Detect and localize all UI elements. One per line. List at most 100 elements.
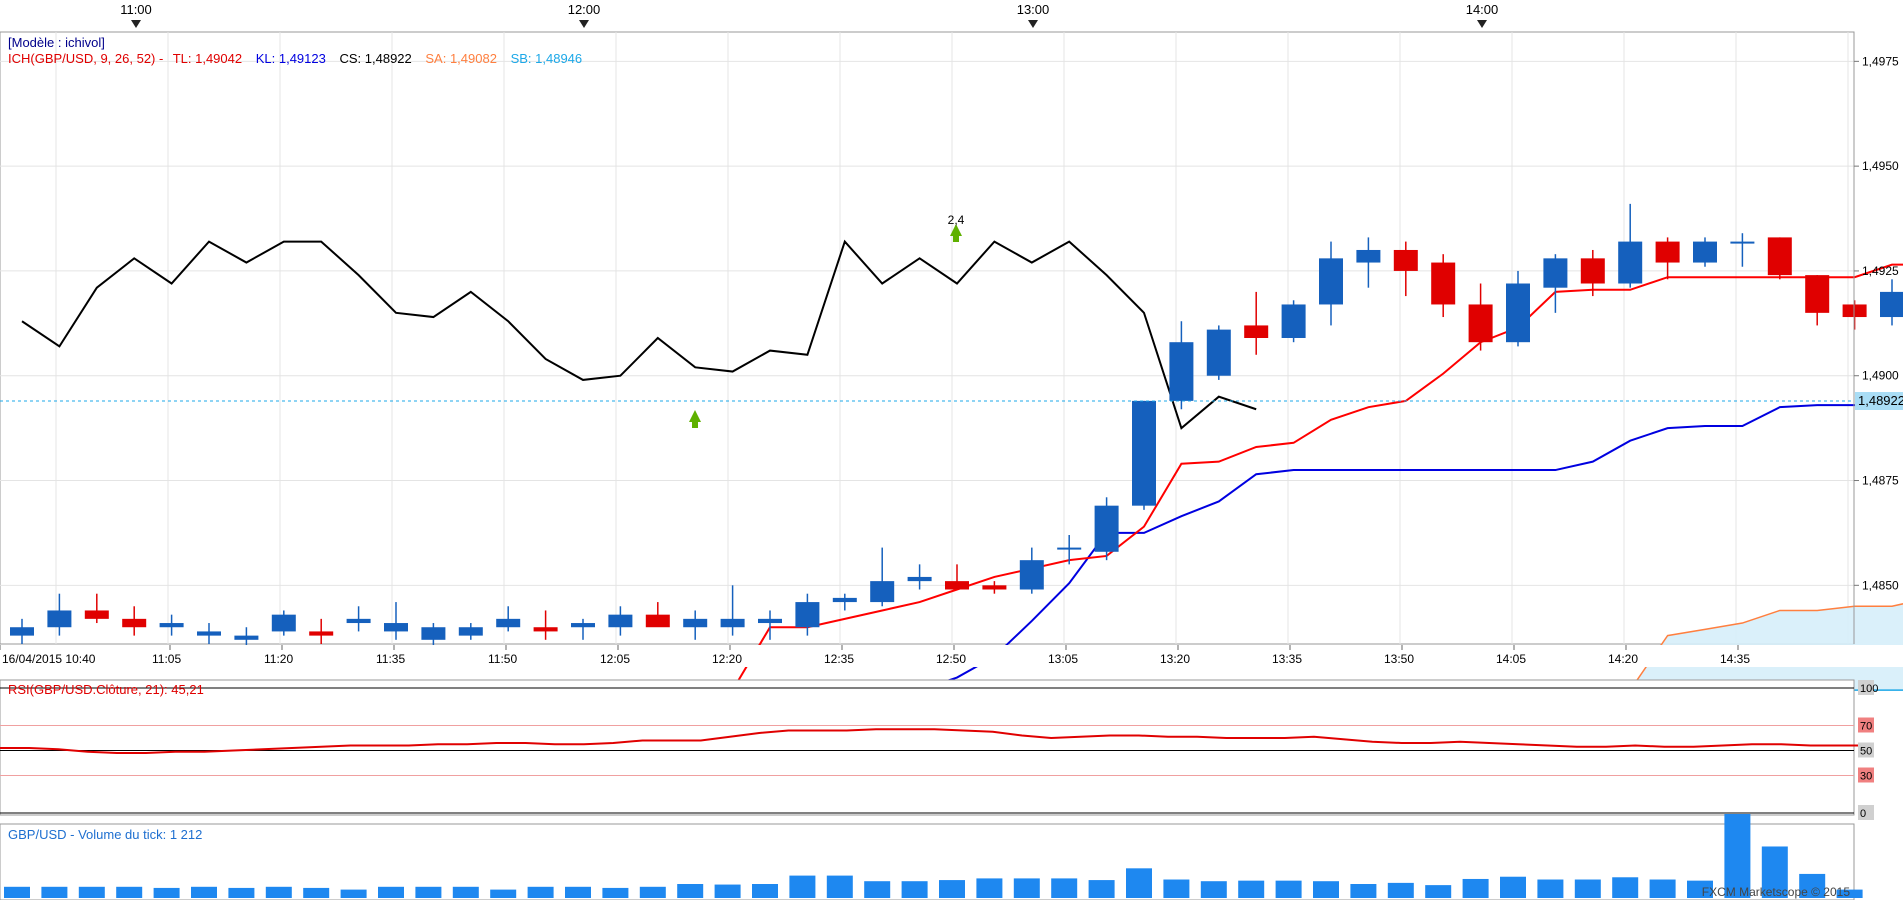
price-axis[interactable]: 1,4975 1,4950 1,4925 1,4900 1,4875 1,4850 1,4…	[1853, 32, 1903, 644]
candle	[384, 602, 408, 640]
candle-body	[1206, 329, 1231, 376]
volume-bar	[1313, 881, 1339, 898]
volume-bars	[4, 814, 1863, 898]
volume-bar	[452, 886, 479, 898]
candle	[1319, 241, 1343, 326]
candle-body	[421, 627, 446, 640]
candle-body	[1468, 304, 1493, 343]
candle-body	[645, 614, 670, 628]
volume-bar	[527, 886, 554, 898]
price-panel[interactable]: 2,4 [Modèle : ichivol] ICH(GBP/USD, 9, 2…	[0, 31, 1903, 815]
candle	[1580, 249, 1605, 297]
candle	[1281, 300, 1306, 343]
candle-body	[1019, 560, 1044, 590]
candle-body	[309, 631, 334, 636]
candle	[907, 564, 932, 590]
price-tick-label: 1,4875	[1862, 474, 1899, 488]
top-marker-label: 13:00	[1017, 2, 1050, 17]
price-tick-label: 1,4900	[1862, 369, 1899, 383]
candle	[1468, 283, 1493, 351]
volume-bar	[490, 889, 517, 898]
candle	[982, 581, 1007, 594]
candle	[346, 606, 371, 632]
volume-bar	[939, 880, 965, 898]
rsi-label: RSI(GBP/USD.Clôture, 21): 45,21	[8, 682, 204, 697]
volume-bar	[1275, 880, 1302, 898]
candle-body	[10, 627, 34, 636]
candle-body	[1094, 505, 1119, 552]
rsi-level-box	[1858, 680, 1874, 695]
candle-body	[47, 610, 72, 628]
candle-body	[1655, 241, 1680, 263]
candle-body	[870, 581, 895, 603]
candle	[234, 627, 259, 649]
candle	[47, 593, 72, 636]
price-tick-label: 1,4850	[1862, 578, 1899, 592]
candle	[533, 610, 558, 640]
top-marker-label: 11:00	[120, 2, 152, 17]
chikou-line	[21, 239, 1257, 430]
candle-body	[683, 618, 708, 628]
top-marker-label: 12:00	[568, 2, 601, 17]
buy-arrow-icon	[689, 410, 701, 428]
volume-bar	[1163, 879, 1190, 898]
candle	[945, 564, 969, 590]
candle	[795, 593, 820, 636]
volume-bar	[565, 886, 591, 898]
candle	[271, 610, 296, 636]
volume-bar	[789, 875, 816, 898]
cloud-area	[1144, 603, 1903, 691]
volume-label: GBP/USD - Volume du tick: 1 212	[8, 827, 202, 842]
time-axis-label: 11:20	[264, 652, 293, 666]
rsi-level-box	[1858, 767, 1874, 783]
cs-value: CS: 1,48922	[339, 51, 411, 66]
candle	[309, 618, 334, 644]
candle-body	[1057, 547, 1082, 550]
candle-body	[608, 614, 633, 628]
volume-bar	[1462, 878, 1489, 898]
time-axis[interactable]: 16/04/2015 10:40 11:05 11:20 11:35 11:50 12:0…	[0, 645, 1903, 667]
volume-bar	[677, 884, 704, 898]
candle-body	[384, 623, 408, 632]
candle	[1244, 291, 1269, 355]
volume-bar	[1649, 879, 1676, 898]
candle-body	[533, 627, 558, 632]
price-tick-labels: 1,4975 1,4950 1,4925 1,4900 1,4875 1,4850	[1854, 54, 1899, 592]
candle-body	[1169, 342, 1194, 401]
candle-body	[84, 610, 109, 619]
volume-bar	[1425, 885, 1452, 898]
time-axis-label: 12:50	[936, 652, 966, 666]
time-axis-label: 13:20	[1160, 652, 1190, 666]
volume-bar	[191, 886, 217, 898]
candle	[1655, 237, 1680, 280]
volume-bar	[1574, 879, 1601, 898]
candle	[1543, 254, 1568, 313]
candle-body	[1244, 325, 1269, 338]
volume-bar	[265, 886, 292, 898]
candle-body	[1767, 237, 1792, 276]
time-axis-labels: 16/04/2015 10:40 11:05 11:20 11:35 11:50 12:0…	[0, 645, 1750, 666]
rsi-level-box	[1858, 717, 1874, 733]
volume-panel[interactable]: GBP/USD - Volume du tick: 1 212 FXCM Mar…	[0, 814, 1863, 900]
rsi-panel[interactable]: RSI(GBP/USD.Clôture, 21): 45,21 100 70 50 3…	[0, 679, 1878, 820]
top-marker-triangle	[1028, 20, 1038, 28]
time-axis-label: 13:05	[1048, 652, 1078, 666]
rsi-level-label: 100	[1860, 683, 1878, 695]
candle-body	[795, 602, 820, 628]
volume-bar	[1612, 877, 1639, 898]
candle	[10, 618, 34, 644]
rsi-level-label: 70	[1860, 721, 1872, 733]
indicator-name: ICH(GBP/USD, 9, 26, 52) -	[8, 51, 163, 66]
candle-body	[1618, 241, 1643, 284]
volume-bar	[1761, 846, 1788, 898]
candle-body	[234, 635, 259, 640]
volume-bar	[378, 886, 404, 898]
candlesticks	[10, 203, 1903, 649]
volume-bar	[116, 886, 143, 898]
time-axis-label: 12:20	[712, 652, 742, 666]
top-marker-label: 14:00	[1466, 2, 1499, 17]
volume-bar	[4, 886, 30, 898]
volume-bar	[1724, 814, 1751, 898]
candle-body	[271, 614, 296, 632]
candle-body	[1393, 249, 1418, 271]
